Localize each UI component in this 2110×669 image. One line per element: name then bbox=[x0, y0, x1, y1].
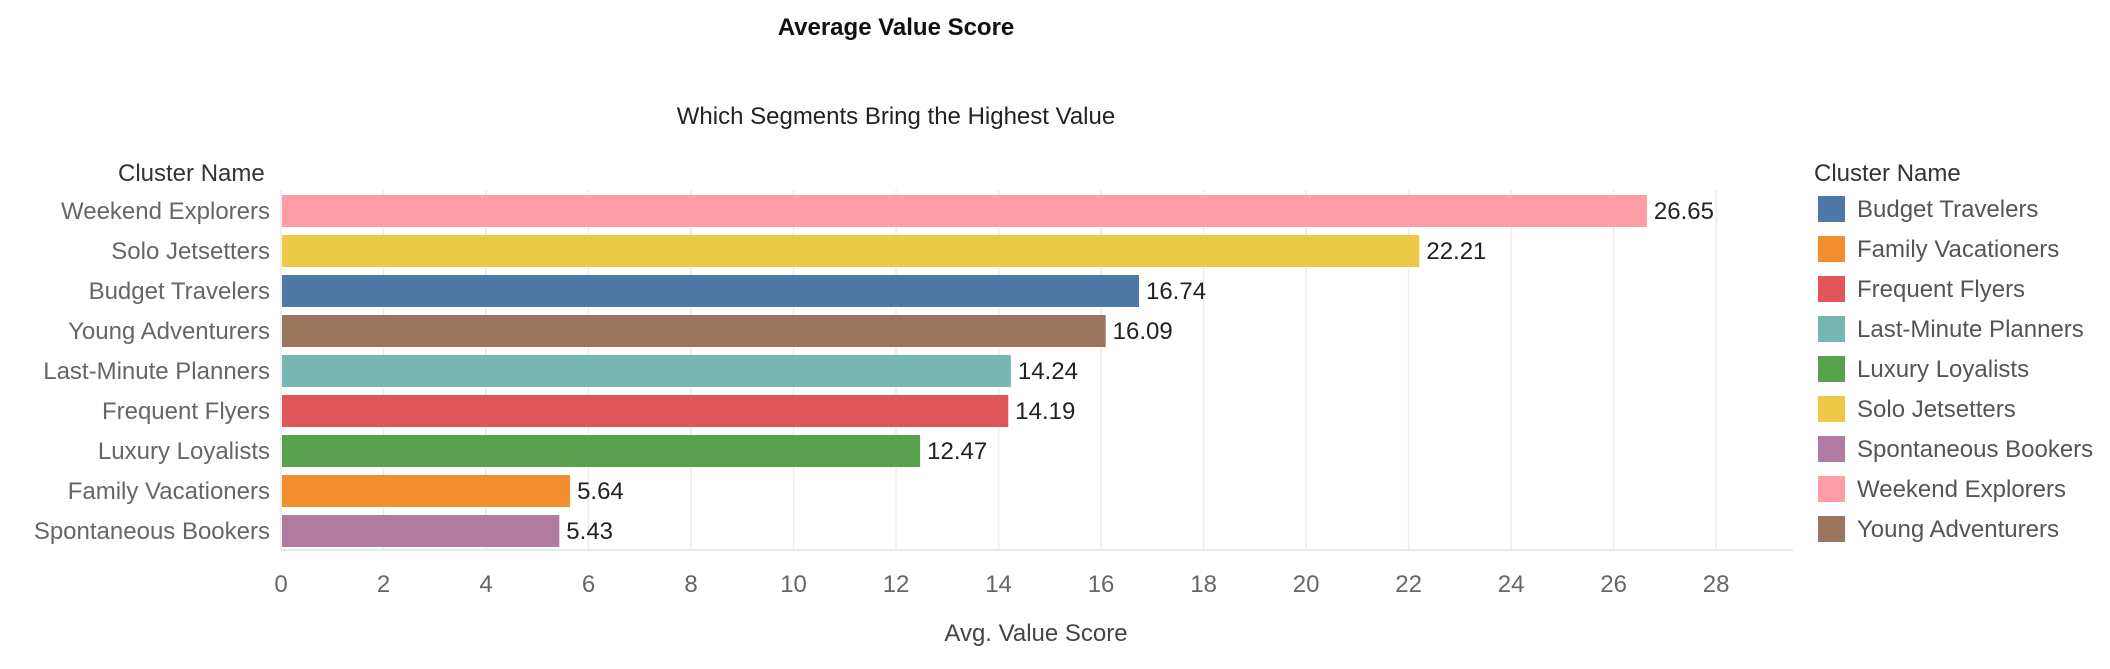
legend-swatch bbox=[1818, 436, 1845, 462]
bar[interactable] bbox=[282, 395, 1009, 427]
legend-label: Solo Jetsetters bbox=[1857, 396, 2016, 423]
value-label: 5.43 bbox=[566, 518, 613, 545]
x-tick-label: 0 bbox=[274, 571, 287, 598]
bar[interactable] bbox=[282, 355, 1011, 387]
value-label: 5.64 bbox=[577, 478, 624, 505]
legend-label: Spontaneous Bookers bbox=[1857, 436, 2093, 463]
category-label: Weekend Explorers bbox=[61, 198, 270, 225]
bar[interactable] bbox=[282, 435, 921, 467]
x-tick-label: 8 bbox=[684, 571, 697, 598]
legend-swatch bbox=[1818, 316, 1845, 342]
legend-label: Young Adventurers bbox=[1857, 516, 2059, 543]
legend-swatch bbox=[1818, 276, 1845, 302]
x-tick-label: 16 bbox=[1088, 571, 1115, 598]
legend-label: Luxury Loyalists bbox=[1857, 356, 2029, 383]
bar[interactable] bbox=[282, 195, 1647, 227]
legend-swatch bbox=[1818, 356, 1845, 382]
legend: Cluster Name Budget Travelers Family Vaca… bbox=[1814, 160, 2093, 543]
value-labels: 26.65 22.21 16.74 16.09 14.24 14.19 12.47 5.64 5… bbox=[566, 198, 1714, 545]
bar[interactable] bbox=[282, 235, 1420, 267]
x-tick-label: 4 bbox=[479, 571, 492, 598]
legend-label: Weekend Explorers bbox=[1857, 476, 2066, 503]
legend-swatch bbox=[1818, 476, 1845, 502]
x-tick-label: 6 bbox=[582, 571, 595, 598]
value-label: 16.09 bbox=[1113, 318, 1173, 345]
x-tick-label: 26 bbox=[1600, 571, 1627, 598]
category-labels: Weekend Explorers Solo Jetsetters Budget T… bbox=[34, 198, 270, 545]
value-label: 14.24 bbox=[1018, 358, 1078, 385]
legend-swatch bbox=[1818, 196, 1845, 222]
legend-label: Frequent Flyers bbox=[1857, 276, 2025, 303]
x-axis-ticks: 0 2 4 6 8 10 12 14 16 18 20 22 24 26 28 bbox=[274, 571, 1729, 598]
legend-swatch bbox=[1818, 236, 1845, 262]
category-label: Solo Jetsetters bbox=[111, 238, 270, 265]
x-tick-label: 28 bbox=[1703, 571, 1730, 598]
x-tick-label: 24 bbox=[1498, 571, 1525, 598]
value-label: 12.47 bbox=[927, 438, 987, 465]
x-tick-label: 18 bbox=[1190, 571, 1217, 598]
category-label: Young Adventurers bbox=[68, 318, 270, 345]
category-label: Family Vacationers bbox=[68, 478, 270, 505]
value-label: 22.21 bbox=[1426, 238, 1486, 265]
legend-label: Budget Travelers bbox=[1857, 196, 2038, 223]
bar[interactable] bbox=[282, 515, 560, 547]
x-tick-label: 10 bbox=[780, 571, 807, 598]
bars bbox=[282, 195, 1647, 547]
x-tick-label: 2 bbox=[377, 571, 390, 598]
chart-title: Which Segments Bring the Highest Value bbox=[677, 103, 1115, 130]
x-tick-label: 22 bbox=[1395, 571, 1422, 598]
x-tick-label: 14 bbox=[985, 571, 1012, 598]
category-label: Spontaneous Bookers bbox=[34, 518, 270, 545]
category-label: Luxury Loyalists bbox=[98, 438, 270, 465]
bar[interactable] bbox=[282, 475, 571, 507]
bar[interactable] bbox=[282, 315, 1106, 347]
legend-swatch bbox=[1818, 396, 1845, 422]
category-label: Last-Minute Planners bbox=[43, 358, 270, 385]
legend-label: Last-Minute Planners bbox=[1857, 316, 2084, 343]
legend-title: Cluster Name bbox=[1814, 160, 1961, 187]
legend-label: Family Vacationers bbox=[1857, 236, 2059, 263]
category-label: Frequent Flyers bbox=[102, 398, 270, 425]
category-axis-title: Cluster Name bbox=[118, 160, 265, 187]
category-label: Budget Travelers bbox=[89, 278, 270, 305]
x-tick-label: 20 bbox=[1293, 571, 1320, 598]
value-label: 14.19 bbox=[1015, 398, 1075, 425]
x-axis-label: Avg. Value Score bbox=[944, 620, 1127, 647]
value-label: 26.65 bbox=[1654, 198, 1714, 225]
header-title: Average Value Score bbox=[778, 14, 1015, 41]
value-label: 16.74 bbox=[1146, 278, 1206, 305]
legend-swatch bbox=[1818, 516, 1845, 542]
x-tick-label: 12 bbox=[883, 571, 910, 598]
bar[interactable] bbox=[282, 275, 1139, 307]
